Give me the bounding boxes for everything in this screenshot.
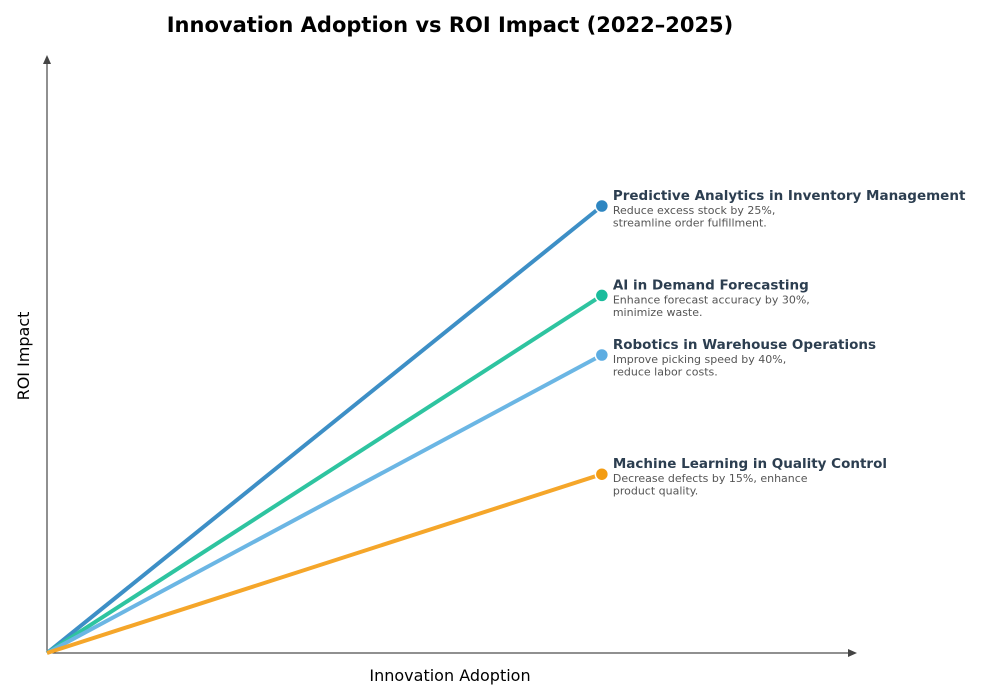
series-endpoint [594, 347, 610, 363]
y-axis-label: ROI Impact [14, 312, 33, 401]
series-description: Reduce excess stock by 25%, [613, 204, 775, 217]
series-description: minimize waste. [613, 306, 703, 319]
series-line [46, 472, 603, 655]
x-axis-label: Innovation Adoption [369, 666, 530, 685]
series-description: reduce labor costs. [613, 366, 718, 379]
series-description: Improve picking speed by 40%, [613, 353, 786, 366]
series-line [45, 293, 603, 655]
series-endpoint [594, 288, 610, 303]
series-description: Decrease defects by 15%, enhance [613, 472, 808, 485]
y-axis-arrow-icon [43, 55, 51, 64]
series-endpoint [594, 198, 610, 214]
series-label: Robotics in Warehouse Operations [613, 337, 876, 353]
x-axis-arrow-icon [848, 649, 857, 657]
series-label: Machine Learning in Quality Control [613, 456, 887, 472]
chart-title: Innovation Adoption vs ROI Impact (2022–… [167, 13, 734, 37]
series-description: streamline order fulfillment. [613, 217, 767, 230]
series-description: Enhance forecast accuracy by 30%, [613, 293, 810, 306]
series-line [46, 353, 603, 655]
series-label: AI in Demand Forecasting [613, 277, 809, 293]
series-label: Predictive Analytics in Inventory Manage… [613, 188, 966, 204]
series-endpoint [594, 466, 610, 482]
series-description: product quality. [613, 485, 698, 498]
series-line [45, 204, 604, 655]
